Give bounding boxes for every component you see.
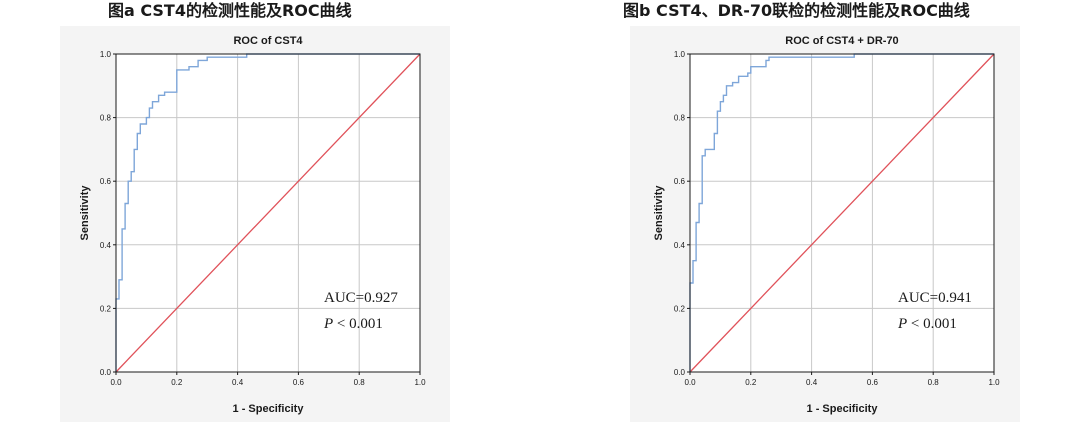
- x-tick-label: 0.2: [171, 378, 183, 387]
- roc-curve-line: [115, 53, 420, 372]
- x-tick-label: 0.8: [354, 378, 366, 387]
- x-tick-label: 0.6: [293, 378, 305, 387]
- p-comparison: < 0.001: [333, 316, 383, 332]
- plot-frame: [689, 53, 995, 373]
- auc-annotation: AUC=0.941: [898, 290, 972, 306]
- reference-diagonal-line: [115, 53, 421, 373]
- y-tick-label: 0.6: [674, 177, 686, 186]
- p-symbol: P: [897, 316, 907, 332]
- x-tick-label: 0.4: [232, 378, 244, 387]
- x-tick-label: 0.0: [110, 378, 122, 387]
- y-tick-label: 0.2: [100, 304, 112, 313]
- y-tick-label: 0.8: [674, 114, 686, 123]
- auc-annotation: AUC=0.927: [324, 290, 398, 306]
- x-tick-label: 0.2: [745, 378, 757, 387]
- y-tick-label: 1.0: [100, 50, 112, 59]
- x-tick-label: 1.0: [988, 378, 1000, 387]
- y-tick-label: 0.6: [100, 177, 112, 186]
- figure-a-caption: 图a CST4的检测性能及ROC曲线: [108, 1, 352, 20]
- p-comparison: < 0.001: [907, 316, 957, 332]
- p-value-annotation: P < 0.001: [323, 316, 383, 332]
- chart-title: ROC of CST4 + DR-70: [785, 35, 898, 47]
- chart-title: ROC of CST4: [233, 35, 303, 47]
- y-axis-label: Sensitivity: [653, 185, 665, 241]
- roc-curve-line: [689, 53, 994, 372]
- y-tick-label: 0.4: [100, 241, 112, 250]
- y-tick-label: 0.4: [674, 241, 686, 250]
- y-tick-label: 0.2: [674, 304, 686, 313]
- x-tick-label: 0.4: [806, 378, 818, 387]
- y-tick-label: 0.8: [100, 114, 112, 123]
- x-tick-label: 0.8: [928, 378, 940, 387]
- x-tick-label: 0.6: [867, 378, 879, 387]
- figure-b-caption: 图b CST4、DR-70联检的检测性能及ROC曲线: [623, 1, 970, 20]
- p-symbol: P: [323, 316, 333, 332]
- y-tick-label: 0.0: [100, 368, 112, 377]
- p-value-annotation: P < 0.001: [897, 316, 957, 332]
- x-tick-label: 1.0: [414, 378, 426, 387]
- plot-frame: [115, 53, 421, 373]
- reference-diagonal-line: [689, 53, 995, 373]
- roc-chart-cst4-dr70: 0.0 0.2 0.4 0.6 0.8 1.0 0.0 0.2 0.4 0.6 0.8 1.0 ROC…: [630, 26, 1020, 422]
- x-tick-label: 0.0: [684, 378, 696, 387]
- y-tick-label: 1.0: [674, 50, 686, 59]
- x-axis-label: 1 - Specificity: [807, 403, 879, 415]
- y-axis-label: Sensitivity: [79, 185, 91, 241]
- roc-chart-cst4: 0.0 0.2 0.4 0.6 0.8 1.0 0.0 0.2 0.4 0.6 0.8 1.0 ROC…: [60, 26, 450, 422]
- y-tick-label: 0.0: [674, 368, 686, 377]
- x-axis-label: 1 - Specificity: [233, 403, 305, 415]
